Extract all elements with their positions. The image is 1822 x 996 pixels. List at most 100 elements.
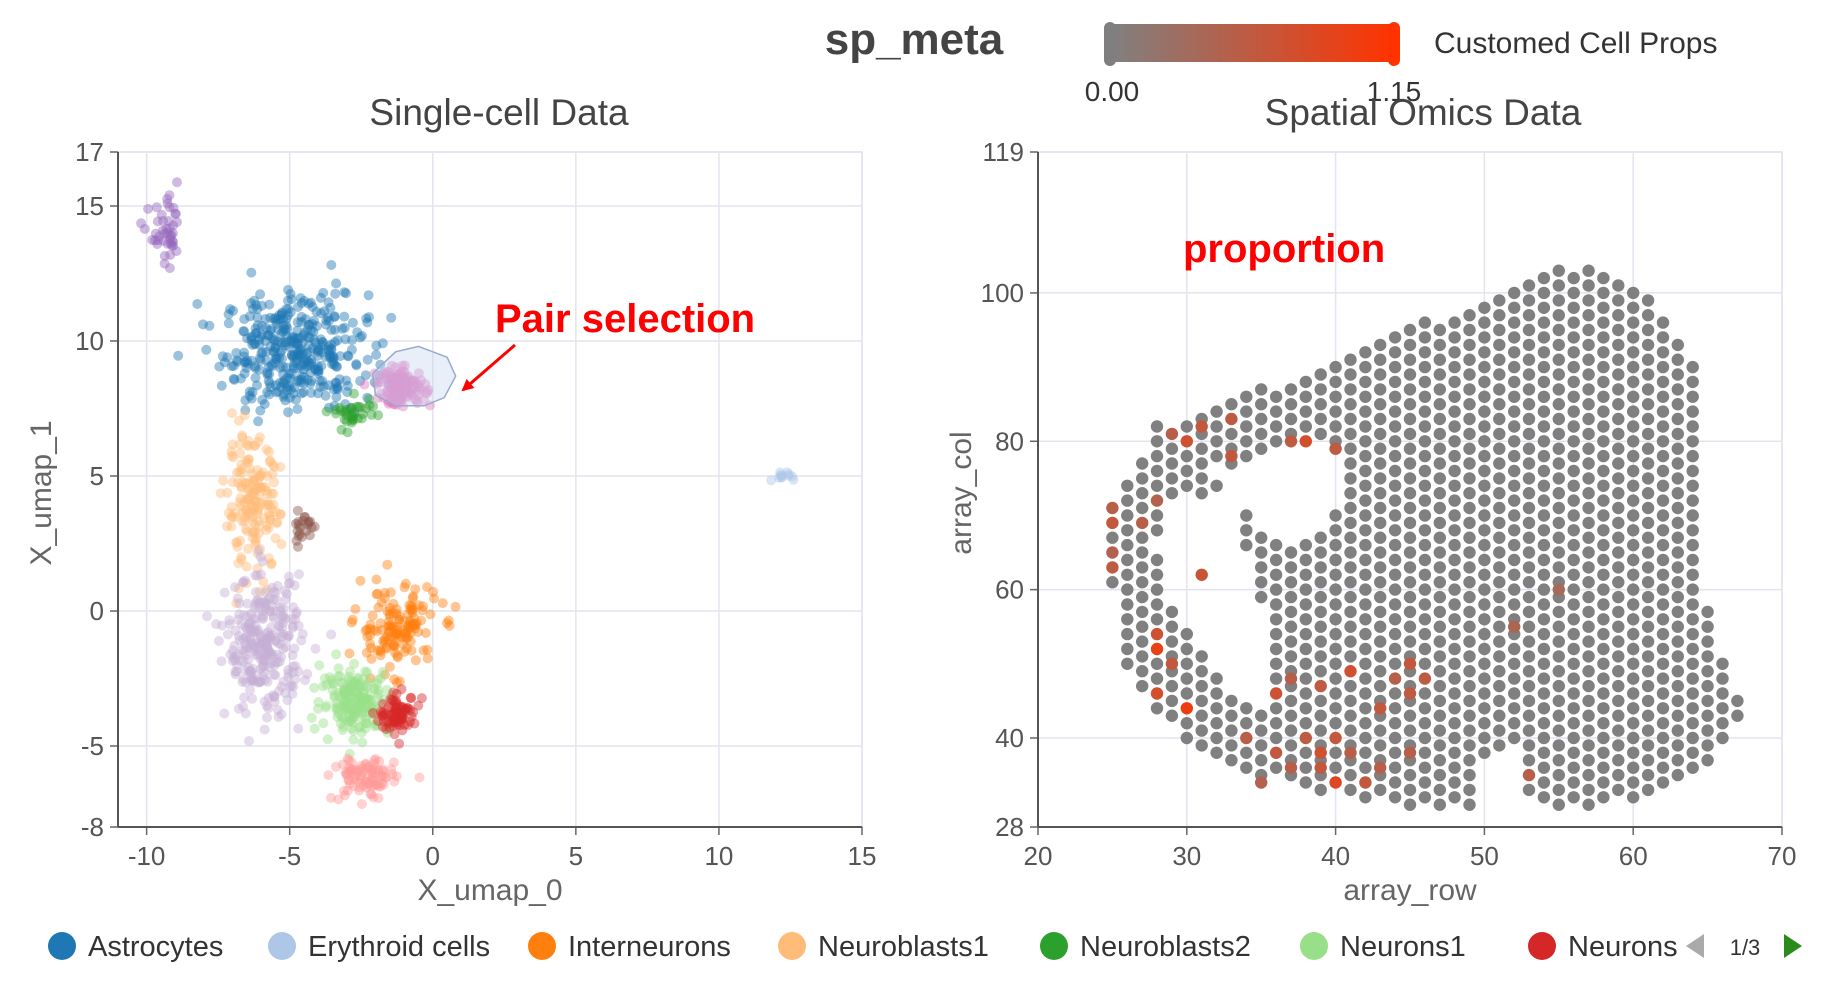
cell-point [240,497,251,508]
spot-point [1612,472,1625,485]
cell-point [252,496,263,507]
spot-point [1537,642,1551,656]
legend-item-neurons[interactable]: Neurons [1528,931,1678,963]
spot-point [1403,442,1417,455]
cell-point [401,632,412,643]
cell-point [361,403,371,414]
spot-point [1150,479,1164,492]
spot-point [1671,412,1685,426]
cell-point [241,477,252,488]
cell-point [362,392,373,403]
spot-point [1612,353,1625,366]
cell-point [262,627,273,638]
spot-point [1552,605,1566,619]
spot-point [1508,717,1521,730]
cell-point [353,694,364,705]
spot-point [1448,613,1461,626]
cell-point [259,655,270,666]
cell-point [296,371,307,382]
cell-point [367,768,378,779]
spot-point [1344,472,1357,485]
spot-point [1136,457,1149,470]
spot-point [1150,509,1164,522]
cell-point [250,496,261,507]
spot-point [1388,553,1402,567]
cell-point [282,372,293,383]
cell-point [362,769,373,780]
spot-point [1552,516,1566,530]
cell-point [313,703,323,714]
cell-point [227,655,238,666]
colorbar-max-handle[interactable] [1388,22,1400,66]
spot-point [1329,761,1342,774]
cell-point [385,587,396,598]
cell-point [272,595,283,606]
cell-point [277,611,288,622]
cell-point [248,526,259,537]
cell-point [339,785,349,796]
cell-point [256,482,267,493]
spot-point [1314,590,1327,604]
triangle-right-icon[interactable] [1784,934,1802,958]
spot-point [1433,590,1447,604]
cell-point [299,356,309,367]
cell-point [274,310,285,321]
spot-point [1403,368,1417,381]
cell-point [331,702,342,713]
spot-point [1627,687,1640,700]
cell-point [294,528,305,539]
spot-point [1195,724,1208,737]
cell-point [391,628,402,639]
cell-point [385,694,396,704]
cell-point [395,393,406,403]
spot-point [1478,390,1491,403]
spot-point [1478,420,1491,433]
colorbar-min-handle[interactable] [1104,22,1116,66]
cell-point [352,700,363,711]
spot-point [1299,627,1313,641]
cell-point [394,369,405,380]
triangle-left-icon[interactable] [1686,934,1704,958]
cell-point [150,235,161,246]
cell-point [327,359,337,369]
legend-item-erythroid-cells[interactable]: Erythroid cells [268,931,490,963]
spot-point [1686,746,1699,759]
spot-point [1686,598,1699,611]
cell-point [398,388,409,399]
spot-point [1195,650,1208,663]
cell-point [236,467,247,478]
cell-point [372,720,383,731]
cell-point [245,623,256,634]
cell-point [361,647,372,658]
cell-point [266,559,277,570]
legend-item-neurons1[interactable]: Neurons1 [1300,931,1466,963]
pair-selection-lasso[interactable] [371,345,457,407]
cell-point [348,711,359,722]
cell-point [388,757,399,768]
cell-point [159,250,170,261]
legend-item-neuroblasts1[interactable]: Neuroblasts1 [778,931,989,963]
cell-point [363,290,374,301]
cell-point [343,775,354,786]
spot-point [1463,398,1476,411]
spot-point [1493,635,1506,648]
legend-item-neuroblasts2[interactable]: Neuroblasts2 [1040,931,1251,963]
cell-point [390,629,401,640]
cell-point [386,622,397,633]
cell-point [345,680,356,691]
legend-item-astrocytes[interactable]: Astrocytes [48,931,223,963]
spot-point [1374,665,1387,678]
cell-point [253,677,263,688]
spot-point [1448,791,1461,804]
legend-item-interneurons[interactable]: Interneurons [528,931,731,963]
cell-point [271,353,282,364]
cell-point [241,642,252,653]
cell-point [295,293,306,304]
spot-point [1478,509,1491,522]
spot-point [1388,568,1402,581]
spot-point [1552,635,1566,648]
spot-point [1686,494,1699,507]
cell-point [372,678,382,689]
cell-point [265,312,276,323]
cell-point [260,314,271,324]
